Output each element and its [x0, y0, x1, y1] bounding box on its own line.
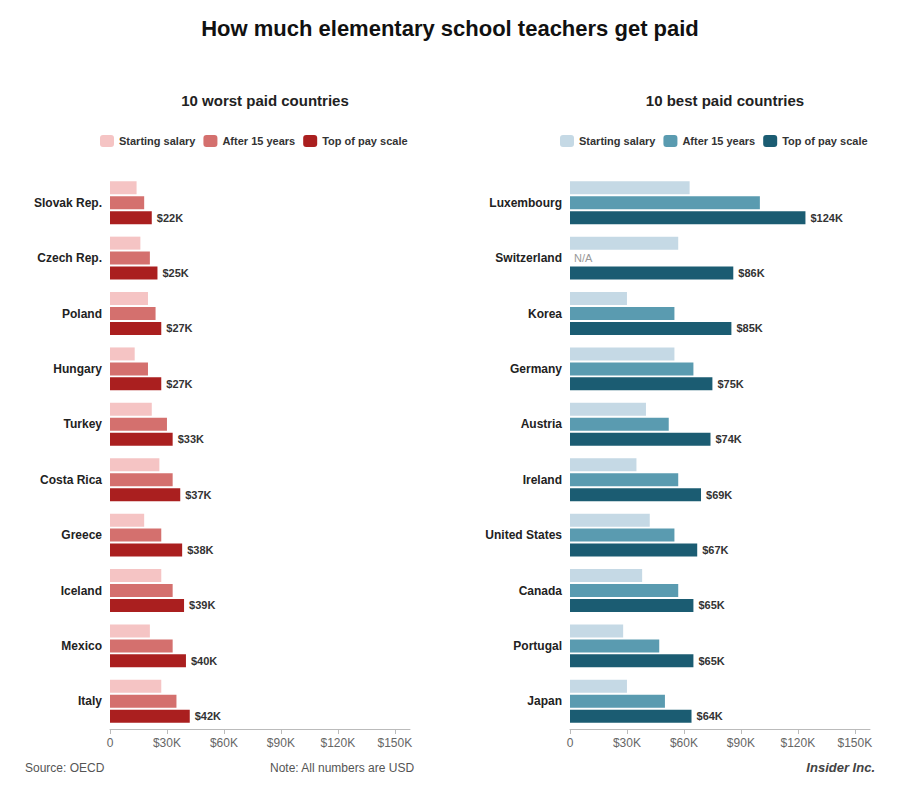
svg-text:$85K: $85K [736, 322, 762, 334]
svg-text:10 worst paid countries: 10 worst paid countries [181, 92, 349, 109]
svg-text:$27K: $27K [166, 322, 192, 334]
svg-text:$124K: $124K [810, 212, 842, 224]
svg-text:$40K: $40K [191, 655, 217, 667]
svg-text:Slovak Rep.: Slovak Rep. [34, 196, 102, 210]
svg-text:$30K: $30K [153, 736, 181, 750]
svg-text:$90K: $90K [267, 736, 295, 750]
svg-text:0: 0 [567, 736, 574, 750]
svg-text:Korea: Korea [528, 307, 562, 321]
svg-text:Costa Rica: Costa Rica [40, 473, 102, 487]
svg-text:$60K: $60K [210, 736, 238, 750]
svg-text:$38K: $38K [187, 544, 213, 556]
svg-text:$33K: $33K [178, 433, 204, 445]
svg-text:$74K: $74K [716, 433, 742, 445]
svg-text:Turkey: Turkey [64, 417, 103, 431]
svg-text:$65K: $65K [698, 655, 724, 667]
svg-text:Austria: Austria [521, 417, 563, 431]
svg-text:$150K: $150K [837, 736, 872, 750]
svg-text:Japan: Japan [527, 694, 562, 708]
svg-text:Starting salary: Starting salary [579, 135, 656, 147]
svg-text:$39K: $39K [189, 599, 215, 611]
svg-text:Poland: Poland [62, 307, 102, 321]
svg-text:Top of pay scale: Top of pay scale [322, 135, 407, 147]
svg-text:$75K: $75K [717, 378, 743, 390]
svg-text:$42K: $42K [195, 710, 221, 722]
svg-text:N/A: N/A [574, 252, 593, 264]
svg-text:Luxembourg: Luxembourg [489, 196, 562, 210]
svg-text:Canada: Canada [519, 584, 563, 598]
svg-text:After 15 years: After 15 years [682, 135, 755, 147]
svg-text:Insider Inc.: Insider Inc. [806, 760, 875, 775]
svg-text:Source: OECD: Source: OECD [25, 761, 105, 775]
svg-text:Italy: Italy [78, 694, 102, 708]
svg-text:$65K: $65K [698, 599, 724, 611]
svg-text:$90K: $90K [727, 736, 755, 750]
svg-text:$86K: $86K [738, 267, 764, 279]
svg-text:Hungary: Hungary [53, 362, 102, 376]
svg-text:$22K: $22K [157, 212, 183, 224]
svg-text:Note: All numbers are USD: Note: All numbers are USD [270, 761, 414, 775]
svg-text:$25K: $25K [162, 267, 188, 279]
svg-text:Ireland: Ireland [523, 473, 562, 487]
svg-text:$60K: $60K [670, 736, 698, 750]
svg-text:Iceland: Iceland [61, 584, 102, 598]
svg-text:United States: United States [485, 528, 562, 542]
svg-text:Top of pay scale: Top of pay scale [782, 135, 867, 147]
svg-text:Czech Rep.: Czech Rep. [37, 251, 102, 265]
svg-text:$120K: $120K [780, 736, 815, 750]
svg-text:10 best paid countries: 10 best paid countries [646, 92, 804, 109]
svg-text:Mexico: Mexico [61, 639, 102, 653]
svg-text:How much elementary school tea: How much elementary school teachers get … [201, 16, 699, 41]
svg-text:$64K: $64K [697, 710, 723, 722]
svg-text:Starting salary: Starting salary [119, 135, 196, 147]
svg-text:$120K: $120K [320, 736, 355, 750]
svg-text:$150K: $150K [377, 736, 412, 750]
svg-text:$27K: $27K [166, 378, 192, 390]
svg-text:$37K: $37K [185, 489, 211, 501]
svg-text:Portugal: Portugal [513, 639, 562, 653]
svg-text:Greece: Greece [61, 528, 102, 542]
svg-text:Switzerland: Switzerland [495, 251, 562, 265]
svg-text:After 15 years: After 15 years [222, 135, 295, 147]
svg-text:Germany: Germany [510, 362, 562, 376]
svg-text:$30K: $30K [613, 736, 641, 750]
svg-text:$67K: $67K [702, 544, 728, 556]
svg-text:0: 0 [107, 736, 114, 750]
svg-text:$69K: $69K [706, 489, 732, 501]
